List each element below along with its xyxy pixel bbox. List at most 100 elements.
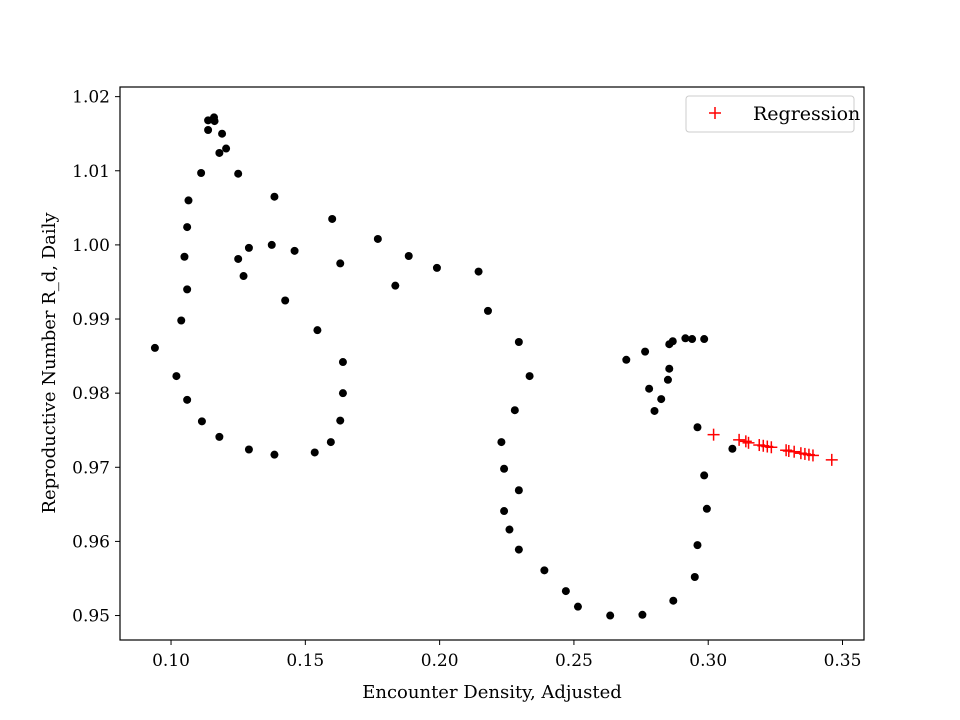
data-point bbox=[336, 259, 345, 268]
data-point bbox=[606, 611, 615, 620]
data-point bbox=[244, 445, 253, 454]
data-point bbox=[218, 129, 227, 138]
regression-point bbox=[733, 433, 746, 446]
regression-point bbox=[806, 449, 819, 462]
data-point bbox=[310, 448, 319, 457]
x-tick-label: 0.15 bbox=[286, 651, 324, 671]
data-point bbox=[622, 355, 631, 364]
data-point bbox=[215, 148, 224, 157]
legend-box bbox=[685, 95, 855, 133]
data-point bbox=[690, 572, 699, 581]
legend: Regression bbox=[685, 95, 860, 133]
data-point bbox=[183, 395, 192, 404]
data-point bbox=[693, 541, 702, 550]
data-point bbox=[540, 566, 549, 575]
x-axis: 0.10 0.15 0.20 0.25 0.30 0.35 bbox=[152, 640, 861, 671]
data-point bbox=[215, 432, 224, 441]
data-point bbox=[267, 240, 276, 249]
y-tick-label: 0.97 bbox=[72, 458, 110, 478]
data-point bbox=[728, 444, 737, 453]
x-axis-label: Encounter Density, Adjusted bbox=[362, 682, 622, 703]
data-point bbox=[645, 384, 654, 393]
data-point bbox=[668, 337, 677, 346]
data-point bbox=[239, 272, 248, 281]
data-point bbox=[373, 234, 382, 243]
plot-frame bbox=[119, 86, 865, 641]
data-point bbox=[514, 338, 523, 347]
y-tick-label: 0.95 bbox=[72, 607, 110, 627]
data-point bbox=[391, 281, 400, 290]
legend-marker-regression bbox=[709, 107, 721, 119]
data-point bbox=[204, 116, 213, 125]
data-point bbox=[638, 610, 647, 619]
data-point bbox=[573, 602, 582, 611]
data-point bbox=[270, 192, 279, 201]
data-point bbox=[688, 335, 697, 344]
data-point bbox=[665, 364, 674, 373]
x-tick-label: 0.25 bbox=[555, 651, 593, 671]
data-point bbox=[514, 545, 523, 554]
data-point bbox=[328, 214, 337, 223]
data-point bbox=[700, 335, 709, 344]
x-tick-label: 0.35 bbox=[824, 651, 862, 671]
data-point bbox=[500, 507, 509, 516]
data-point bbox=[663, 375, 672, 384]
regression-point bbox=[739, 435, 752, 448]
data-point bbox=[197, 168, 206, 177]
data-point bbox=[204, 125, 213, 134]
data-point bbox=[184, 196, 193, 205]
regression-point bbox=[742, 436, 755, 449]
data-point bbox=[183, 223, 192, 232]
data-point bbox=[505, 525, 514, 534]
data-point bbox=[474, 267, 483, 276]
data-point bbox=[432, 263, 441, 272]
data-point bbox=[244, 243, 253, 252]
data-point bbox=[681, 334, 690, 343]
data-point bbox=[500, 464, 509, 473]
x-tick-label: 0.10 bbox=[152, 651, 190, 671]
data-point bbox=[700, 471, 709, 480]
legend-plus-icon bbox=[709, 107, 721, 119]
data-point bbox=[561, 587, 570, 596]
data-point bbox=[702, 504, 711, 513]
y-axis-label: Reproductive Number R_d, Daily bbox=[39, 212, 60, 514]
data-point bbox=[650, 406, 659, 415]
data-point bbox=[336, 416, 345, 425]
data-point bbox=[483, 306, 492, 315]
regression-point bbox=[707, 428, 720, 441]
y-tick-label: 1.01 bbox=[72, 162, 110, 182]
data-point bbox=[525, 372, 534, 381]
data-point bbox=[180, 252, 189, 261]
y-tick-label: 0.98 bbox=[72, 384, 110, 404]
regression-point bbox=[825, 453, 838, 466]
data-point bbox=[222, 144, 231, 153]
data-point bbox=[497, 438, 506, 447]
y-axis: 0.95 0.96 0.97 0.98 0.99 1.00 1.01 1.02 bbox=[72, 88, 120, 627]
y-tick-label: 0.99 bbox=[72, 310, 110, 330]
data-point bbox=[183, 285, 192, 294]
data-point bbox=[234, 254, 243, 263]
data-point bbox=[177, 316, 186, 325]
y-tick-label: 1.02 bbox=[72, 88, 110, 108]
data-point bbox=[510, 406, 519, 415]
data-point bbox=[270, 450, 279, 459]
data-point bbox=[313, 326, 322, 335]
x-tick-label: 0.30 bbox=[689, 651, 727, 671]
data-point bbox=[234, 169, 243, 178]
data-point bbox=[693, 423, 702, 432]
data-point bbox=[150, 343, 159, 352]
legend-label-regression: Regression bbox=[753, 103, 860, 125]
y-tick-label: 0.96 bbox=[72, 532, 110, 552]
data-point bbox=[669, 596, 678, 605]
x-tick-label: 0.20 bbox=[421, 651, 459, 671]
y-tick-label: 1.00 bbox=[72, 236, 110, 256]
data-point bbox=[641, 347, 650, 356]
data-point bbox=[514, 486, 523, 495]
data-points bbox=[150, 113, 838, 620]
data-point bbox=[404, 252, 413, 261]
data-point bbox=[326, 438, 335, 447]
data-point bbox=[657, 395, 666, 404]
data-point bbox=[210, 117, 219, 126]
regression-point bbox=[788, 445, 801, 458]
